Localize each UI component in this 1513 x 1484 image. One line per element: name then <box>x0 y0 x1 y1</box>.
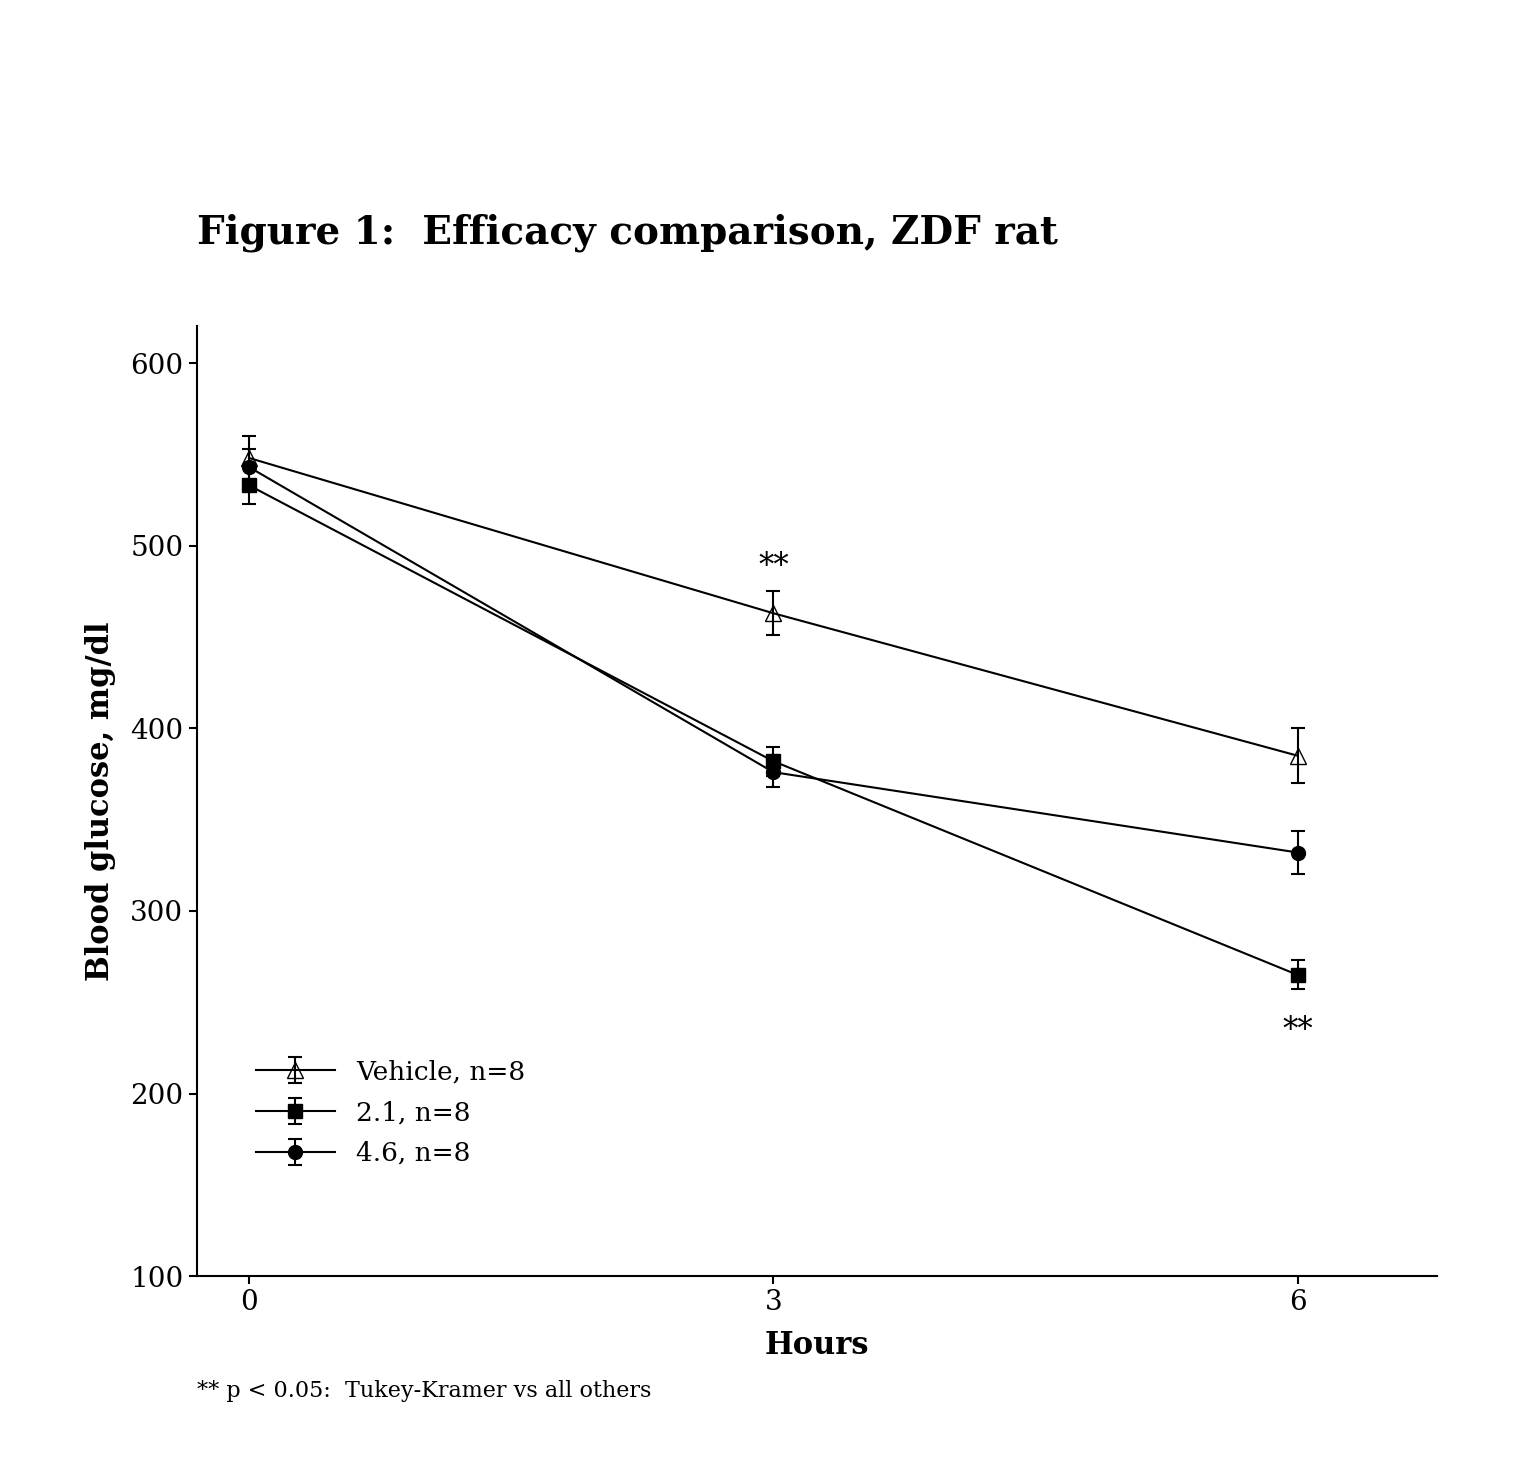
Text: ** p < 0.05:  Tukey-Kramer vs all others: ** p < 0.05: Tukey-Kramer vs all others <box>197 1380 651 1402</box>
Text: **: ** <box>1282 1015 1313 1046</box>
Y-axis label: Blood glucose, mg/dl: Blood glucose, mg/dl <box>85 622 117 981</box>
X-axis label: Hours: Hours <box>764 1330 870 1361</box>
Text: **: ** <box>758 551 788 582</box>
Legend: Vehicle, n=8, 2.1, n=8, 4.6, n=8: Vehicle, n=8, 2.1, n=8, 4.6, n=8 <box>235 1039 546 1187</box>
Text: Figure 1:  Efficacy comparison, ZDF rat: Figure 1: Efficacy comparison, ZDF rat <box>197 214 1058 252</box>
